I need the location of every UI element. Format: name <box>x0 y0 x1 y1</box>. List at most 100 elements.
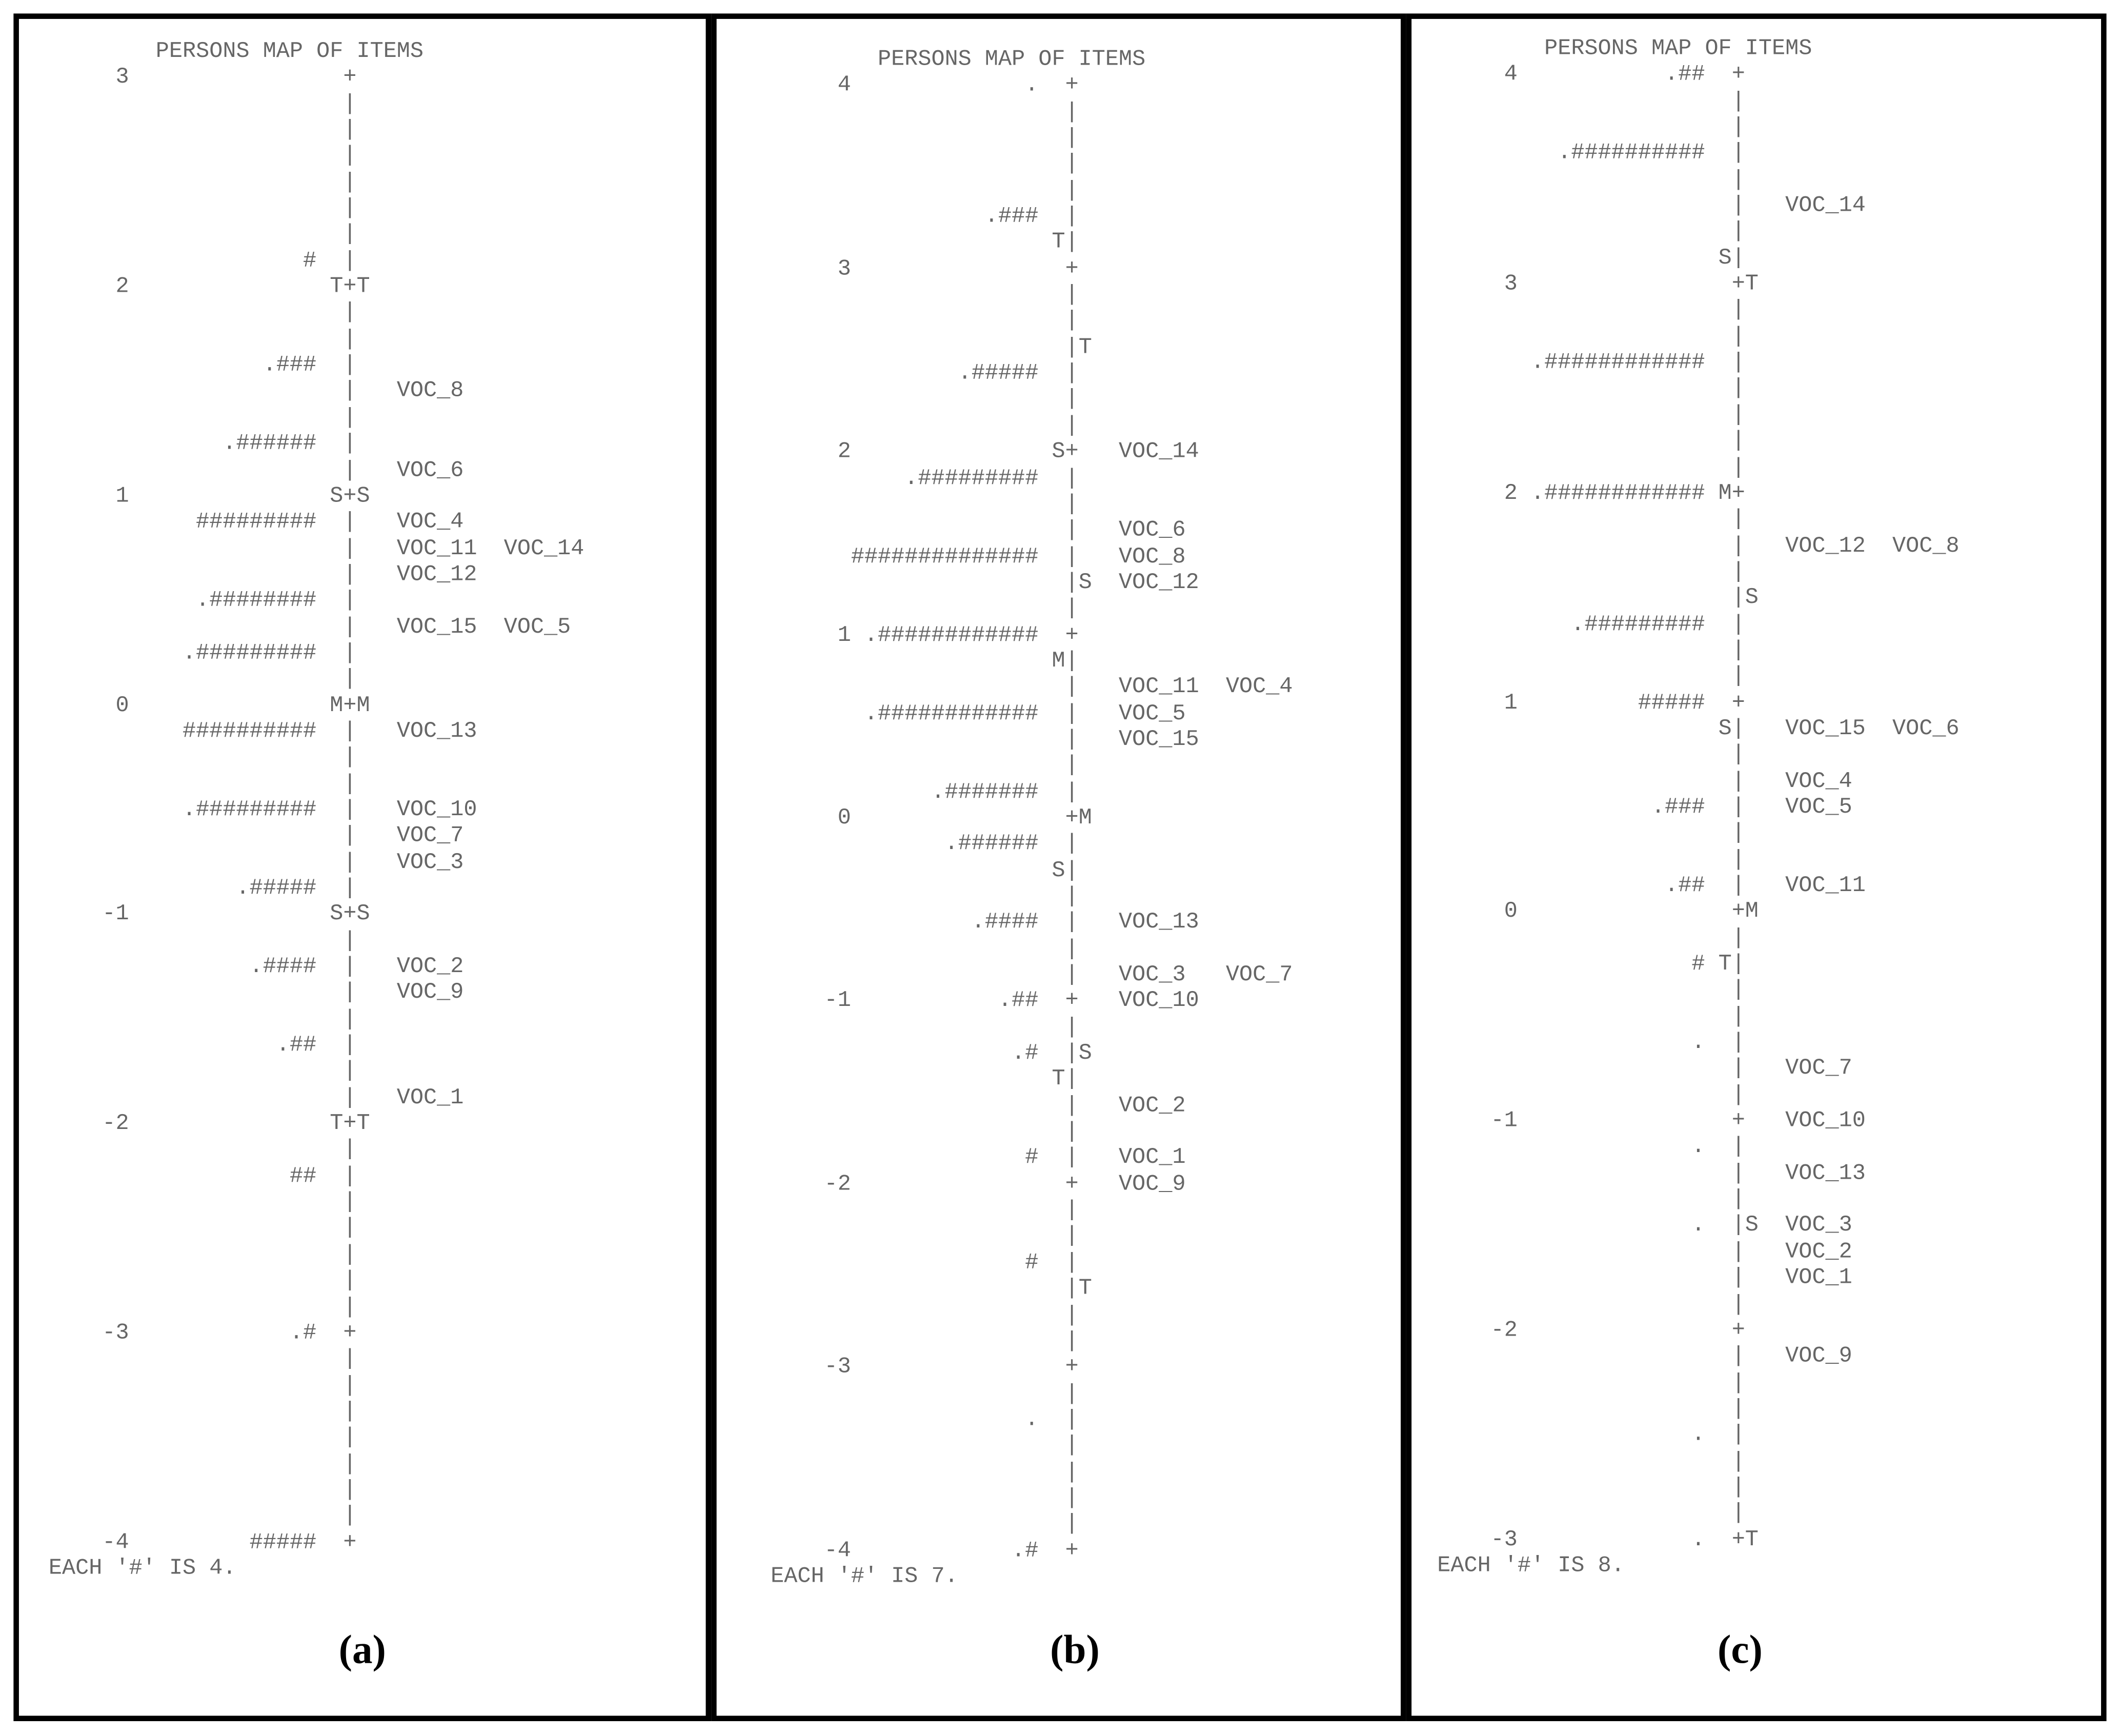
map-line: . | <box>771 1406 1079 1432</box>
map-line: 3 +T <box>1437 270 1759 296</box>
map-line: | <box>771 124 1079 150</box>
map-line: | <box>1437 218 1745 244</box>
map-line: | <box>48 1398 357 1424</box>
map-title: PERSONS MAP OF ITEMS <box>1544 35 1812 61</box>
map-line: 0 M+M <box>48 692 370 718</box>
map-line: S| VOC_15 VOC_6 <box>1437 715 1960 741</box>
map-line: .### | VOC_5 <box>1437 793 1852 820</box>
map-line: | <box>48 927 357 953</box>
map-line: # T| <box>1437 950 1745 977</box>
map-line: -3 . +T <box>1437 1526 1759 1552</box>
map-line: | <box>48 299 357 326</box>
map-line: -1 + VOC_10 <box>1437 1107 1866 1134</box>
map-line: | <box>1437 1447 1745 1473</box>
map-line: | <box>1437 1186 1745 1212</box>
map-line: | <box>1437 662 1745 689</box>
map-line: -2 + VOC_9 <box>771 1170 1186 1197</box>
map-line: | VOC_6 <box>48 456 464 482</box>
map-line: .## | VOC_11 <box>1437 872 1866 898</box>
map-line: | VOC_7 <box>48 822 464 849</box>
map-line: S| <box>1437 244 1745 270</box>
map-line: | <box>771 176 1079 203</box>
panel-caption: (a) <box>338 1628 386 1673</box>
map-line: | <box>48 1424 357 1450</box>
map-line: | VOC_13 <box>1437 1160 1866 1186</box>
map-line: .######### | <box>48 639 357 665</box>
map-line: | VOC_14 <box>1437 192 1866 218</box>
map-line: 4 .## + <box>1437 61 1745 87</box>
map-line: |S <box>1437 584 1759 610</box>
map-line: . | <box>1437 1134 1745 1160</box>
map-line: # | VOC_1 <box>771 1144 1186 1170</box>
map-line: | <box>1437 401 1745 427</box>
map-line: | <box>771 1197 1079 1223</box>
map-line: . | <box>1437 1028 1745 1055</box>
map-line: | <box>771 281 1079 307</box>
map-line: | VOC_15 VOC_5 <box>48 613 571 639</box>
map-line: | <box>1437 845 1745 872</box>
map-line: | <box>48 142 357 168</box>
map-line: | <box>1437 1369 1745 1395</box>
map-line: | VOC_12 <box>48 561 477 587</box>
map-line: | <box>48 665 357 692</box>
map-line: | VOC_6 <box>771 516 1186 542</box>
map-line: .##### | <box>48 875 357 901</box>
map-line: | <box>48 90 357 116</box>
map-line: 2 .############ M+ <box>1437 479 1745 506</box>
map-line: |T <box>771 333 1092 359</box>
map-line: | <box>48 1502 357 1528</box>
map-line: . |S VOC_3 <box>1437 1212 1852 1238</box>
map-line: -2 T+T <box>48 1110 370 1136</box>
map-line: M| <box>771 647 1079 674</box>
map-line: .#### | VOC_13 <box>771 909 1199 935</box>
map-line: | <box>48 116 357 142</box>
map-line: | <box>48 1058 357 1084</box>
map-line: # | <box>48 247 357 273</box>
map-line: | <box>1437 322 1745 349</box>
map-line: | <box>48 1450 357 1476</box>
map-line: | <box>1437 453 1745 479</box>
map-line: | <box>1437 1500 1745 1526</box>
map-line: | VOC_2 <box>771 1092 1186 1118</box>
map-line: | <box>1437 506 1745 532</box>
map-line: -4 .# + <box>771 1537 1079 1563</box>
map-line: .######### | VOC_10 <box>48 796 477 822</box>
map-line: 3 + <box>48 64 357 90</box>
map-line: .### | <box>771 203 1079 229</box>
map-line: | <box>1437 976 1745 1003</box>
map-line: |S VOC_12 <box>771 569 1199 595</box>
map-line: | <box>1437 1081 1745 1107</box>
map-line: .## | <box>48 1032 357 1058</box>
map-line: | <box>771 1458 1079 1484</box>
map-footer: EACH '#' IS 4. <box>48 1555 236 1581</box>
panel-caption: (b) <box>1050 1628 1100 1673</box>
map-line: .####### | <box>771 778 1079 804</box>
panel-frame <box>1406 13 2107 1722</box>
map-line: 3 + <box>771 255 1079 281</box>
map-line: | VOC_2 <box>1437 1238 1852 1264</box>
map-line: | <box>1437 296 1745 322</box>
map-line: | VOC_3 <box>48 849 464 875</box>
map-line: | <box>771 307 1079 333</box>
map-line: | VOC_3 VOC_7 <box>771 961 1293 987</box>
map-line: | <box>48 1215 357 1241</box>
map-line: | <box>771 386 1079 412</box>
map-line: | <box>771 412 1079 438</box>
map-line: | VOC_1 <box>48 1084 464 1110</box>
map-footer: EACH '#' IS 8. <box>1437 1552 1625 1578</box>
map-line: | <box>48 1241 357 1267</box>
map-line: | <box>771 1327 1079 1354</box>
map-line: .#### | VOC_2 <box>48 953 464 979</box>
map-line: .############ | VOC_5 <box>771 699 1186 726</box>
map-line: | VOC_4 <box>1437 767 1852 793</box>
map-line: | <box>771 752 1079 778</box>
map-line: .###### | <box>771 831 1079 857</box>
map-line: | <box>771 935 1079 961</box>
map-line: | VOC_9 <box>48 979 464 1005</box>
map-line: ########## | VOC_13 <box>48 718 477 744</box>
map-line: . | <box>1437 1421 1745 1447</box>
map-line: S| <box>771 857 1079 883</box>
map-title: PERSONS MAP OF ITEMS <box>155 37 424 64</box>
